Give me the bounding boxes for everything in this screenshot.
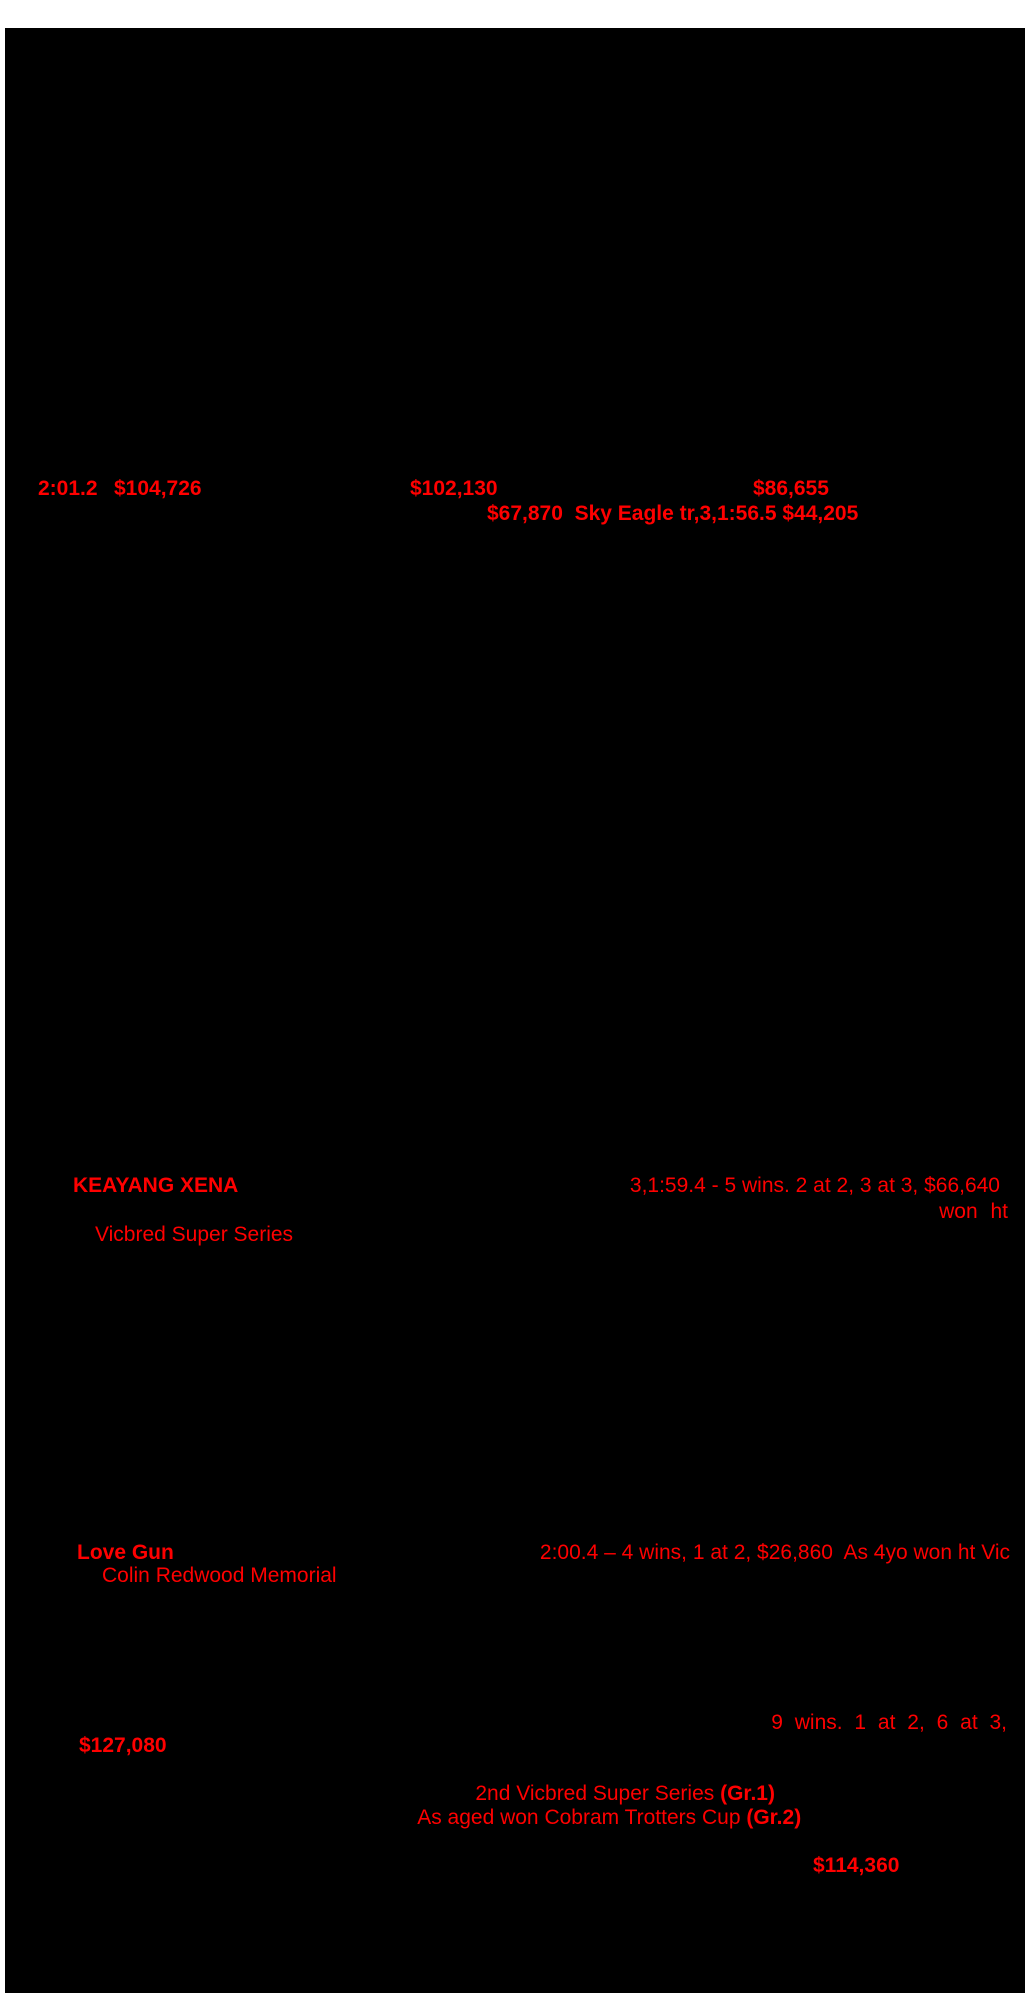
sire-earnings-c: $86,655 (753, 477, 829, 500)
sire-earnings-b: $102,130 (410, 477, 498, 500)
progeny-win-text: As aged won Cobram Trotters Cup (417, 1806, 747, 1829)
sire-earnings-a: $104,726 (114, 477, 202, 500)
sire-time: 2:01.2 (38, 477, 98, 500)
horse-name-love-gun: Love Gun (77, 1541, 174, 1564)
progeny-placing-line: 2nd Vicbred Super Series (Gr.1) (452, 1758, 775, 1830)
horse-name-keayang-xena: KEAYANG XENA (73, 1174, 239, 1197)
sire-detail-line: $67,870 Sky Eagle tr,3,1:56.5 $44,205 (487, 502, 859, 525)
progeny-wins-line: 9 wins. 1 at 2, 6 at 3, (771, 1711, 1007, 1734)
progeny-win-line: As aged won Cobram Trotters Cup (Gr.2) (395, 1782, 801, 1854)
progeny-placing-text: 2nd Vicbred Super Series (475, 1782, 721, 1805)
progeny-win-grade: (Gr.2) (746, 1806, 802, 1829)
progeny-placing-grade: (Gr.1) (720, 1782, 775, 1805)
progeny-earnings: $127,080 (79, 1734, 167, 1757)
love-gun-record: 2:00.4 – 4 wins, 1 at 2, $26,860 As 4yo … (539, 1541, 1010, 1564)
keayang-xena-race: Vicbred Super Series (95, 1223, 294, 1246)
keayang-xena-record: 3,1:59.4 - 5 wins. 2 at 2, 3 at 3, $66,6… (629, 1174, 1000, 1197)
progeny-earnings-2: $114,360 (813, 1854, 900, 1877)
love-gun-race: Colin Redwood Memorial (102, 1564, 337, 1587)
keayang-xena-record-continued: won ht (939, 1200, 1008, 1223)
pedigree-page: 2:01.2 $104,726 $102,130 $86,655 $67,870… (5, 28, 1025, 1993)
